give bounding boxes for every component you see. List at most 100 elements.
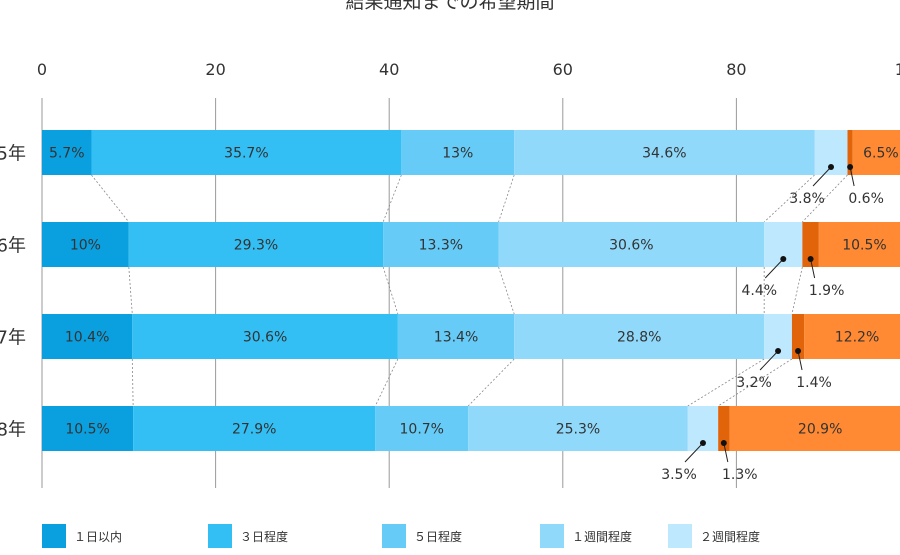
bar-segment <box>42 222 129 267</box>
legend-swatch <box>540 524 564 548</box>
bar-segment <box>498 222 765 267</box>
connector-line <box>791 266 803 315</box>
connector-lines <box>91 174 848 407</box>
leader-line <box>759 350 779 371</box>
bar-segment <box>729 406 900 451</box>
legend-swatch <box>382 524 406 548</box>
data-label: 1.3% <box>722 467 758 483</box>
connector-line <box>382 174 402 223</box>
x-tick-label: 100 <box>895 60 900 79</box>
x-tick-label: 0 <box>37 60 47 79</box>
data-label: 28.8% <box>617 330 661 346</box>
x-tick-label: 80 <box>726 60 746 79</box>
data-label: 29.3% <box>234 238 278 254</box>
x-tick-label: 60 <box>553 60 573 79</box>
data-label: 6.5% <box>863 146 899 162</box>
bar-segment <box>128 222 384 267</box>
data-label: 35.7% <box>224 146 268 162</box>
leader-line <box>810 258 816 279</box>
bar-segment <box>514 314 765 359</box>
bar-segment <box>852 130 900 175</box>
data-label: 25.3% <box>556 422 600 438</box>
legend-swatch <box>208 524 232 548</box>
category-label: 2018年 <box>0 420 26 441</box>
bar-segment <box>397 314 515 359</box>
data-label: 13.3% <box>419 238 463 254</box>
bar-segments <box>42 130 900 451</box>
category-label: 2015年 <box>0 144 26 165</box>
data-label: 27.9% <box>232 422 276 438</box>
connector-line <box>498 266 515 315</box>
leader-dot <box>699 440 706 446</box>
data-label: 3.5% <box>661 467 697 483</box>
data-label: 13% <box>442 146 473 162</box>
data-label: 12.2% <box>835 330 879 346</box>
data-labels: 5.7% 35.7% 13% 34.6% 3.8% 0.6% 6.5% 10% 29.3% 13.… <box>49 146 899 484</box>
leader-dot <box>775 348 782 354</box>
data-label: 4.4% <box>741 283 777 299</box>
category-label: 2016年 <box>0 236 26 257</box>
chart-title: 結果通知までの希望期間 <box>345 0 554 13</box>
bar-segment <box>42 314 133 359</box>
connector-line <box>131 358 134 407</box>
bar-segment <box>818 222 900 267</box>
bar-segment <box>133 406 376 451</box>
data-label: 1.4% <box>796 375 832 391</box>
data-label: 13.4% <box>434 330 478 346</box>
bar-segment <box>42 130 92 175</box>
legend-label: １日以内 <box>74 530 122 544</box>
connector-line <box>717 358 793 407</box>
data-label: 30.6% <box>243 330 287 346</box>
data-label: 10.7% <box>400 422 444 438</box>
connector-line <box>91 174 130 223</box>
connector-line <box>374 358 399 407</box>
connector-line <box>687 358 765 407</box>
bar-segment <box>718 406 730 451</box>
leader-line <box>812 166 832 187</box>
bar-segment <box>847 130 853 175</box>
data-label: 30.6% <box>609 238 653 254</box>
legend-label: １週間程度 <box>572 529 632 544</box>
connector-line <box>802 174 848 223</box>
legend-swatch <box>668 524 692 548</box>
bar-segment <box>802 222 819 267</box>
x-tick-label: 40 <box>379 60 399 79</box>
data-label: 3.8% <box>789 191 825 207</box>
leader-line <box>797 350 803 371</box>
category-labels: 2015年 2016年 2017年 2018年 <box>0 144 26 441</box>
bar-segment <box>468 406 688 451</box>
bar-segment <box>132 314 398 359</box>
bar-segment <box>514 130 815 175</box>
leader-dot <box>795 348 802 354</box>
legend-label: ２週間程度 <box>700 529 760 544</box>
leader-dot <box>847 164 854 170</box>
leader-line <box>849 166 855 187</box>
leader-dot <box>807 256 814 262</box>
data-label: 10.4% <box>65 330 109 346</box>
data-label: 34.6% <box>642 146 686 162</box>
data-label: 10% <box>70 238 101 254</box>
data-label: 10.5% <box>65 422 109 438</box>
data-label: 0.6% <box>848 191 884 207</box>
leader-dot <box>720 440 727 446</box>
leader-line <box>684 442 704 463</box>
x-axis-tick-labels: 0 20 40 60 80 100 <box>37 60 900 79</box>
connector-line <box>498 174 515 223</box>
leader-dot <box>780 256 787 262</box>
leader-dot <box>828 164 835 170</box>
leader-line <box>723 442 729 463</box>
bar-segment <box>383 222 499 267</box>
data-label: 10.5% <box>842 238 886 254</box>
connector-line <box>467 358 515 407</box>
data-label: 3.2% <box>736 375 772 391</box>
connector-line <box>382 266 399 315</box>
bar-segment <box>791 314 805 359</box>
connector-line <box>128 266 133 315</box>
legend-label: ３日程度 <box>240 529 288 544</box>
leader-line <box>764 258 784 279</box>
x-tick-label: 20 <box>205 60 225 79</box>
data-label: 1.9% <box>809 283 845 299</box>
data-label: 5.7% <box>49 146 85 162</box>
bar-segment <box>42 406 134 451</box>
connector-line <box>763 174 815 223</box>
